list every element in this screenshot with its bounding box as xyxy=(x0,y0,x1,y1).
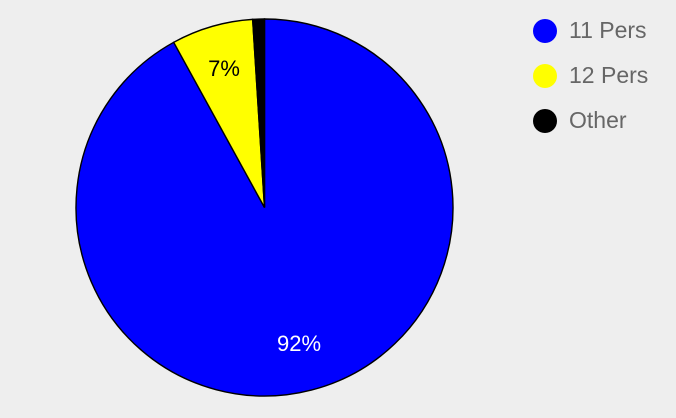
svg-text:7%: 7% xyxy=(208,56,240,81)
svg-text:92%: 92% xyxy=(277,331,321,356)
